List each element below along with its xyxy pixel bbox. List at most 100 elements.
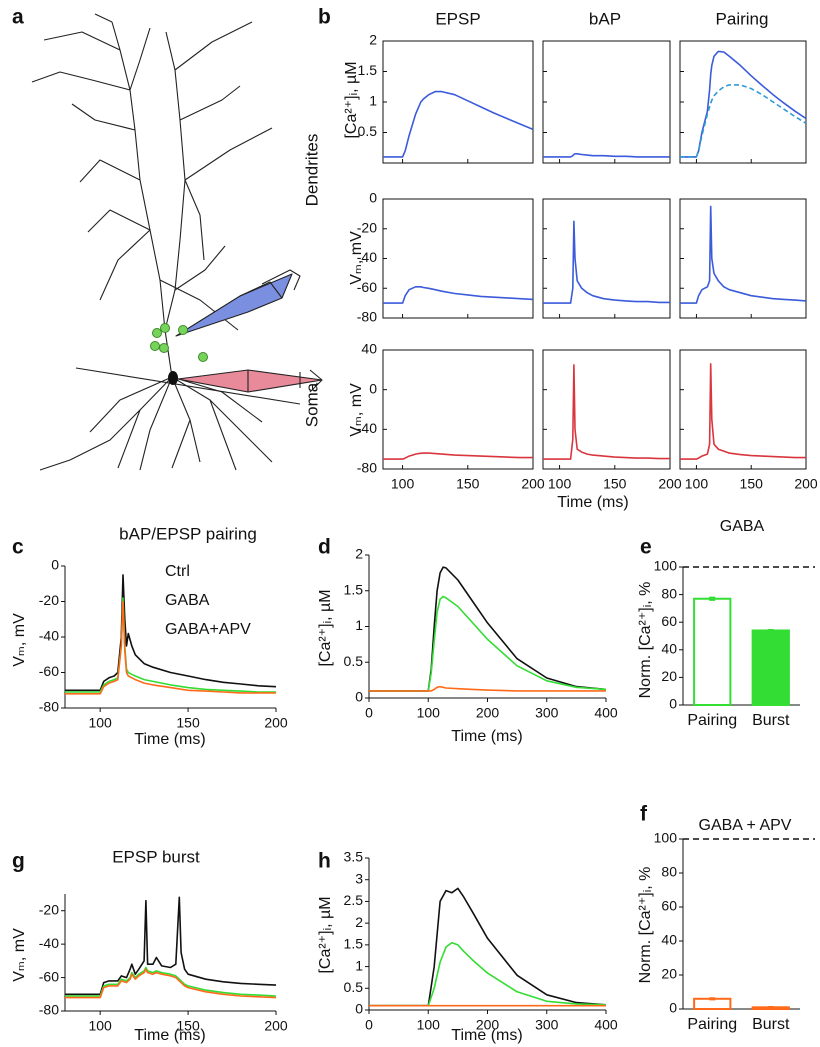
synapse	[152, 328, 162, 338]
x-tick-label: 200	[521, 476, 545, 492]
panel-letter: e	[640, 536, 652, 559]
panel-letter: d	[318, 536, 331, 559]
y-tick-label: -40	[357, 249, 377, 265]
panel-letter: g	[12, 850, 25, 873]
series-line	[369, 595, 607, 692]
x-tick-label: 150	[740, 476, 764, 492]
y-tick-label: -80	[357, 309, 377, 325]
series-line	[680, 205, 807, 304]
x-tick-label: 200	[264, 1018, 288, 1034]
series-line	[543, 364, 670, 460]
x-tick-label: 200	[476, 1017, 500, 1033]
series-line	[65, 896, 277, 996]
synapse	[160, 323, 170, 333]
y-tick-label: 20	[661, 668, 677, 684]
y-axis-label: [Ca²⁺]ᵢ, µM	[317, 589, 334, 666]
series-line	[65, 600, 276, 695]
plot-frame	[542, 349, 671, 470]
series-line	[680, 363, 806, 460]
y-axis-label: Norm. [Ca²⁺]ᵢ, %	[637, 867, 654, 984]
x-tick-label: 200	[794, 476, 818, 492]
x-tick-label: 100	[417, 1017, 441, 1033]
y-tick-label: 1	[355, 957, 363, 973]
row-label: Dendrites	[302, 134, 321, 207]
y-tick-label: -60	[39, 663, 59, 679]
panel-letter: h	[318, 850, 331, 873]
x-tick-label: 0	[365, 705, 373, 721]
y-axis-label: Vₘ, mV	[11, 613, 28, 667]
plot-frame	[382, 40, 534, 164]
x-tick-label: Pairing	[687, 1016, 737, 1033]
error-bar	[709, 997, 716, 1001]
y-tick-label: 0	[369, 190, 377, 206]
bar	[751, 629, 790, 706]
y-axis-label: Vₘ, mV	[348, 231, 365, 285]
series-line	[383, 90, 534, 158]
y-axis-label: [Ca²⁺]ᵢ, µM	[343, 61, 360, 138]
series-line	[369, 685, 606, 692]
series-line	[65, 968, 277, 999]
y-tick-label: 80	[661, 864, 677, 880]
series-line	[383, 452, 533, 460]
x-tick-label: 100	[88, 1018, 112, 1034]
synapse	[198, 352, 208, 362]
series-line	[543, 153, 670, 158]
pipette-holder	[247, 369, 323, 393]
soma	[168, 371, 178, 385]
synapses	[150, 323, 208, 362]
x-tick-label: 200	[476, 705, 500, 721]
series-line	[369, 887, 607, 1007]
x-tick-label: 100	[548, 476, 572, 492]
x-axis-label: Time (ms)	[451, 728, 522, 745]
series-line	[65, 966, 277, 997]
y-tick-label: 1	[369, 93, 377, 109]
error-bar	[767, 629, 774, 632]
panel-letter: c	[12, 536, 24, 559]
series-line	[369, 941, 607, 1007]
basal-dendrite	[39, 376, 273, 471]
y-tick-label: 60	[661, 613, 677, 629]
y-axis-label: [Ca²⁺]ᵢ, µM	[317, 896, 334, 973]
x-axis-label: Time (ms)	[451, 1027, 522, 1044]
y-tick-label: -20	[39, 901, 59, 917]
y-tick-label: -40	[357, 420, 377, 436]
y-tick-label: -20	[357, 219, 377, 235]
y-tick-label: 40	[361, 341, 377, 357]
y-tick-label: 0.5	[344, 653, 364, 669]
row-label: Soma	[302, 382, 321, 427]
y-tick-label: -80	[39, 699, 59, 715]
chart-title: Pairing	[716, 9, 769, 28]
series-line	[680, 50, 807, 158]
x-tick-label: 300	[535, 705, 559, 721]
plot-frame	[542, 40, 671, 164]
series-line	[383, 286, 534, 304]
y-tick-label: -60	[357, 279, 377, 295]
x-tick-label: 100	[417, 705, 441, 721]
chart-title: EPSP burst	[112, 847, 200, 866]
series-line	[369, 566, 607, 692]
synapse	[159, 343, 169, 353]
y-tick-label: 100	[654, 830, 678, 846]
series-line	[543, 220, 670, 304]
synapse	[178, 325, 188, 335]
y-axis-label: Vₘ, mV	[348, 383, 365, 437]
y-tick-label: 2	[355, 546, 363, 562]
chart-title: bAP/EPSP pairing	[119, 524, 257, 543]
y-tick-label: 1.5	[344, 936, 364, 952]
plot-frame	[542, 198, 671, 319]
x-tick-label: 100	[685, 476, 709, 492]
y-tick-label: -80	[39, 1002, 59, 1018]
y-tick-label: 0.5	[344, 979, 364, 995]
y-tick-label: 3.5	[344, 849, 364, 865]
y-tick-label: 40	[661, 641, 677, 657]
apical-dendrite	[31, 13, 273, 378]
y-tick-label: 1	[355, 617, 363, 633]
x-tick-label: Pairing	[687, 712, 737, 729]
chart-title: bAP	[589, 9, 621, 28]
y-tick-label: -40	[39, 935, 59, 951]
x-tick-label: 150	[456, 476, 480, 492]
y-tick-label: 100	[654, 558, 678, 574]
y-tick-label: 40	[661, 932, 677, 948]
